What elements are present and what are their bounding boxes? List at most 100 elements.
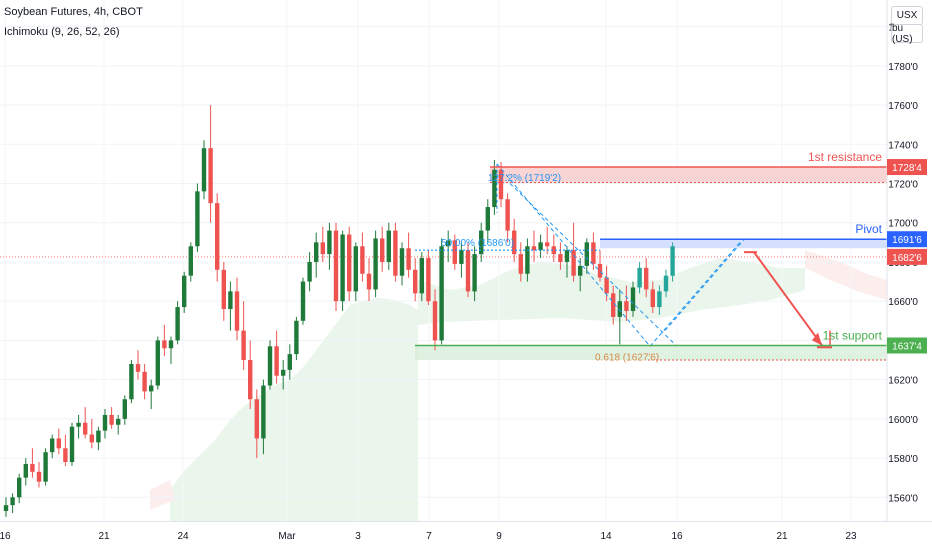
candle-body [479,230,484,255]
candle-body [201,148,207,192]
candle-body [274,346,279,376]
candle-body [188,246,193,276]
fib-drawings: 127.2% (1719'2) 50.00% (1686'0) 0.618 (162… [415,163,746,364]
level-name: Pivot [855,222,882,236]
candle-body [56,438,61,449]
candle-body [657,291,662,308]
candle-body [564,250,570,262]
candle-body [637,267,642,288]
candle-body [439,246,444,341]
candle-body [604,277,609,294]
candle-body [518,254,523,274]
candle-body [630,287,636,311]
candle-body [492,169,497,208]
candle-body [505,199,510,231]
candle-body [116,418,121,425]
price-tick: 1780'0 [888,62,918,73]
candle-body [558,254,563,262]
time-tick: 23 [845,531,857,542]
candle-body [3,505,9,512]
price-label-text: 1728'4 [892,163,922,174]
candle-body [17,477,22,498]
candle-body [413,269,418,294]
candle-body [314,242,319,262]
time-tick: 21 [776,531,788,542]
candle-body [644,267,649,290]
candle-body [50,438,55,453]
candles [3,105,675,517]
arrow-line [753,251,823,346]
candle-body [538,242,543,251]
levels: 1st resistance Pivot 1st support [415,150,887,347]
pivot-zone [600,239,887,249]
indicator-label: Ichimoku (9, 26, 52, 26) [4,26,120,38]
candle-body [241,330,246,361]
candle-body [591,242,596,264]
candle-body [419,258,424,294]
fib-label: 0.618 (1627'6) [595,353,659,364]
candle-body [129,363,134,400]
candle-body [63,448,68,463]
candle-body [432,301,438,341]
time-tick: 24 [177,531,189,542]
price-tick: 1600'0 [888,415,918,426]
price-tick: 1740'0 [888,140,918,151]
candle-body [459,250,464,264]
support-zone [415,345,887,361]
candle-body [267,346,273,386]
level-zones [0,167,887,361]
time-tick: 7 [426,531,432,542]
ichimoku-cloud [150,250,887,521]
candle-body [142,371,147,392]
candle-body [149,385,154,392]
candle-body [215,203,220,270]
price-tick: 1700'0 [888,219,918,230]
price-labels: 1728'4 1691'6 1682'6 1637'4 [887,159,927,354]
fib-line [649,242,741,347]
price-tick: 1720'0 [888,180,918,191]
candle-body [525,246,530,274]
candle-body [307,261,312,282]
candle-body [76,422,81,427]
time-tick: Mar [278,531,296,542]
candle-body [155,340,160,386]
candle-body [122,399,127,419]
candle-body [353,246,358,292]
candle-body [168,340,174,349]
unit-button[interactable]: bu (US) [891,23,923,45]
candle-body [327,230,332,255]
candle-body [175,307,180,341]
level-name: 1st resistance [808,150,882,164]
grid [0,26,887,498]
candle-body [393,230,398,276]
fib-label: 127.2% (1719'2) [488,173,561,184]
price-label-box [887,248,927,265]
candle-body [347,234,352,292]
time-axis[interactable]: 16 21 24 Mar 3 7 9 14 16 21 23 [0,531,857,542]
fib-line [664,238,746,331]
candle-body [663,275,669,292]
candle-body [69,426,75,463]
price-label-text: 1682'6 [892,253,922,264]
candle-body [426,258,431,302]
candle-body [512,230,517,255]
fib-line [509,183,678,347]
candle-body [135,363,141,372]
candle-body [465,250,471,292]
candle-body [208,148,213,204]
cloud-red-area-2 [150,480,175,510]
candle-body [551,246,556,255]
candle-body [195,191,200,247]
time-tick: 3 [355,531,361,542]
time-tick: 21 [98,531,110,542]
candle-body [380,238,385,262]
candle-body [472,254,477,292]
candle-body [366,273,372,290]
projection-arrow [744,251,832,349]
arrow-head [812,332,822,346]
candle-body [248,360,253,400]
fib-line [496,163,651,347]
candle-body [584,242,589,266]
resistance-zone [490,167,887,183]
